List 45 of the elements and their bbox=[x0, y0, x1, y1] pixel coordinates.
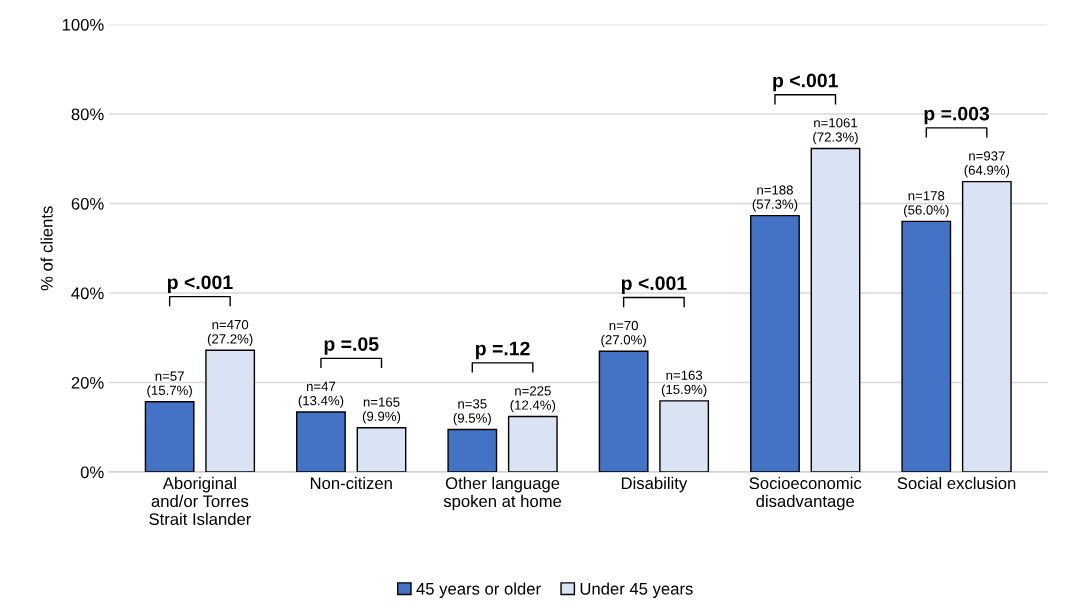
x-tick-label: Disability bbox=[621, 476, 688, 493]
data-label: n=225 (12.4%) bbox=[510, 386, 556, 413]
y-tick-label: 20% bbox=[71, 376, 104, 389]
data-label: n=47 (13.4%) bbox=[298, 381, 344, 408]
y-tick-label: 100% bbox=[62, 18, 104, 31]
annotation: p =.12 bbox=[476, 341, 530, 360]
bar bbox=[659, 400, 710, 473]
annotation: p =.003 bbox=[924, 106, 990, 125]
bar bbox=[296, 411, 346, 473]
bar bbox=[144, 401, 195, 473]
data-label: n=163 (15.9%) bbox=[661, 370, 707, 397]
data-label: n=70 (27.0%) bbox=[601, 320, 646, 348]
x-tick-label: Social exclusion bbox=[897, 476, 1016, 490]
x-tick-label: Socioeconomic disadvantage bbox=[749, 476, 862, 511]
bar bbox=[507, 415, 558, 473]
x-tick-label: Aboriginal and/or Torres Strait Islander bbox=[149, 476, 252, 526]
data-label: n=165 (9.9%) bbox=[362, 397, 401, 424]
y-tick-label: 80% bbox=[71, 108, 104, 121]
bar bbox=[205, 349, 256, 473]
y-tick-label: 40% bbox=[71, 287, 104, 300]
bar bbox=[961, 180, 1012, 473]
legend-label: Under 45 years bbox=[580, 582, 693, 598]
bar bbox=[447, 428, 498, 473]
data-label: n=188 (57.3%) bbox=[752, 185, 798, 212]
annotation: p =.05 bbox=[324, 337, 379, 355]
annotation: p <.001 bbox=[773, 73, 838, 92]
legend-label: 45 years or older bbox=[416, 582, 541, 598]
y-tick-label: 60% bbox=[71, 197, 104, 210]
annotation: p <.001 bbox=[167, 275, 233, 294]
data-label: n=1061 (72.3%) bbox=[813, 118, 858, 145]
annotation: p <.001 bbox=[621, 276, 687, 294]
data-label: n=57 (15.7%) bbox=[147, 371, 192, 398]
bar bbox=[750, 214, 800, 473]
bar bbox=[810, 147, 861, 473]
bar bbox=[598, 350, 649, 473]
bar bbox=[901, 220, 952, 473]
x-tick-label: Other language spoken at home bbox=[443, 476, 562, 511]
x-tick-label: Non-citizen bbox=[310, 476, 392, 490]
bar bbox=[356, 427, 407, 473]
data-label: n=470 (27.2%) bbox=[207, 319, 253, 347]
data-label: n=937 (64.9%) bbox=[964, 151, 1010, 178]
y-tick-label: 0% bbox=[80, 466, 104, 479]
y-axis-title: % of clients bbox=[40, 206, 53, 291]
data-label: n=35 (9.5%) bbox=[453, 399, 491, 426]
data-label: n=178 (56.0%) bbox=[904, 191, 949, 218]
